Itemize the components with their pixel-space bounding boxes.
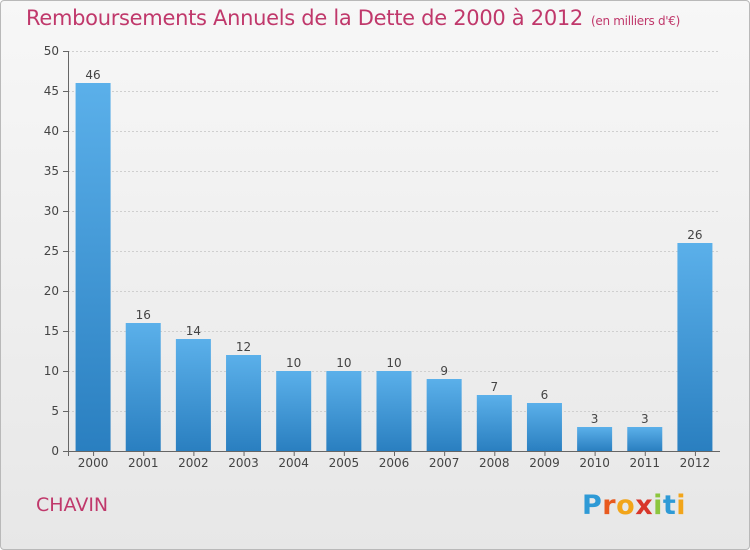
logo-letter: x — [635, 490, 654, 521]
y-tick-label: 15 — [44, 324, 59, 338]
logo-letter: P — [582, 490, 603, 521]
y-tick-label: 30 — [44, 204, 59, 218]
bars — [75, 83, 713, 451]
y-tick-label: 45 — [44, 84, 59, 98]
bar-2004 — [276, 371, 312, 451]
logo-letter: i — [653, 490, 663, 521]
bar-2001 — [125, 323, 161, 451]
data-label: 7 — [490, 380, 498, 394]
bar-2000 — [75, 83, 111, 451]
x-tick-label: 2003 — [228, 456, 259, 470]
x-tick-label: 2000 — [78, 456, 109, 470]
data-label: 16 — [136, 308, 151, 322]
logo-letter: i — [676, 490, 687, 521]
data-label: 10 — [336, 356, 351, 370]
bar-2012 — [677, 243, 713, 451]
x-tick-label: 2010 — [579, 456, 610, 470]
x-tick-label: 2012 — [680, 456, 711, 470]
bar-2009 — [526, 403, 562, 451]
x-tick-label: 2008 — [479, 456, 510, 470]
logo-letter: r — [602, 490, 617, 521]
bar-2003 — [226, 355, 262, 451]
x-tick-label: 2006 — [379, 456, 410, 470]
commune-name: CHAVIN — [36, 494, 109, 516]
data-label: 12 — [236, 340, 251, 354]
bar-2002 — [175, 339, 211, 451]
x-tick-label: 2011 — [629, 456, 660, 470]
data-label: 14 — [186, 324, 201, 338]
axes — [63, 51, 720, 456]
x-tick-label: 2001 — [128, 456, 159, 470]
x-tick-label: 2009 — [529, 456, 560, 470]
bar-2005 — [326, 371, 362, 451]
logo-letter: o — [616, 490, 636, 521]
data-label: 3 — [641, 412, 649, 426]
logo-letter: t — [662, 490, 677, 521]
data-label: 10 — [386, 356, 401, 370]
y-tick-label: 10 — [44, 364, 59, 378]
chart-unit: (en milliers d'€) — [591, 14, 681, 28]
y-tick-label: 35 — [44, 164, 59, 178]
bar-2006 — [376, 371, 412, 451]
y-tick-label: 25 — [44, 244, 59, 258]
data-label: 6 — [541, 388, 549, 402]
data-label: 46 — [85, 68, 100, 82]
y-tick-label: 5 — [51, 404, 59, 418]
data-label: 3 — [591, 412, 599, 426]
chart-title-text: Remboursements Annuels de la Dette de 20… — [26, 6, 583, 30]
x-tick-label: 2004 — [278, 456, 309, 470]
data-label: 9 — [440, 364, 448, 378]
bar-2010 — [577, 427, 613, 451]
bar-2011 — [627, 427, 663, 451]
bar-2007 — [426, 379, 462, 451]
proxiti-logo: Proxiti — [582, 490, 686, 521]
x-tick-label: 2005 — [329, 456, 360, 470]
y-tick-label: 20 — [44, 284, 59, 298]
data-label: 26 — [687, 228, 702, 242]
bar-2008 — [476, 395, 512, 451]
y-tick-label: 50 — [44, 44, 59, 58]
chart-title: Remboursements Annuels de la Dette de 20… — [26, 6, 680, 30]
y-tick-label: 0 — [51, 444, 59, 458]
data-label: 10 — [286, 356, 301, 370]
labels: 0 5 10 15 20 25 30 35 40 45 50 2000 46 2001 16 2002 14 20… — [44, 44, 710, 470]
x-tick-label: 2007 — [429, 456, 460, 470]
x-tick-label: 2002 — [178, 456, 209, 470]
y-tick-label: 40 — [44, 124, 59, 138]
